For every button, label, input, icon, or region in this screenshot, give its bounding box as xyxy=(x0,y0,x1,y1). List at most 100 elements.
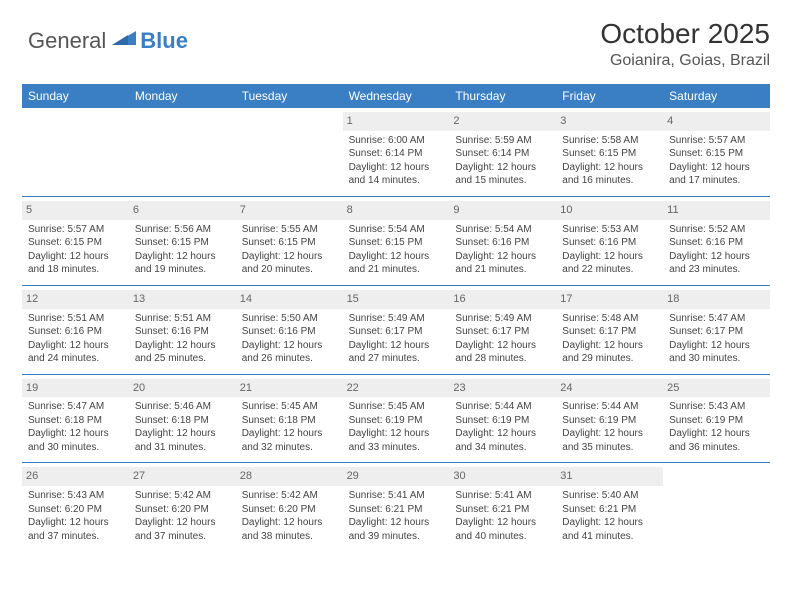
sunset-text: Sunset: 6:19 PM xyxy=(669,414,764,428)
day-number: 29 xyxy=(343,467,450,486)
sunset-text: Sunset: 6:17 PM xyxy=(455,325,550,339)
sunset-text: Sunset: 6:16 PM xyxy=(455,236,550,250)
sunrise-text: Sunrise: 5:41 AM xyxy=(455,489,550,503)
daylight-text: and 31 minutes. xyxy=(135,441,230,455)
sunset-text: Sunset: 6:16 PM xyxy=(562,236,657,250)
daylight-text: and 36 minutes. xyxy=(669,441,764,455)
calendar-day-cell: 10Sunrise: 5:53 AMSunset: 6:16 PMDayligh… xyxy=(556,197,663,285)
day-number: 12 xyxy=(22,290,129,309)
sunrise-text: Sunrise: 5:41 AM xyxy=(349,489,444,503)
daylight-text: and 22 minutes. xyxy=(562,263,657,277)
sunset-text: Sunset: 6:15 PM xyxy=(562,147,657,161)
sunrise-text: Sunrise: 5:57 AM xyxy=(669,134,764,148)
daylight-text: and 21 minutes. xyxy=(455,263,550,277)
sunset-text: Sunset: 6:20 PM xyxy=(242,503,337,517)
daylight-text: Daylight: 12 hours xyxy=(562,250,657,264)
day-number: 8 xyxy=(343,201,450,220)
sunset-text: Sunset: 6:15 PM xyxy=(28,236,123,250)
day-number: 5 xyxy=(22,201,129,220)
daylight-text: and 41 minutes. xyxy=(562,530,657,544)
month-title: October 2025 xyxy=(600,18,770,50)
day-number: 18 xyxy=(663,290,770,309)
daylight-text: and 18 minutes. xyxy=(28,263,123,277)
sunset-text: Sunset: 6:15 PM xyxy=(669,147,764,161)
daylight-text: Daylight: 12 hours xyxy=(349,161,444,175)
weekday-header: Saturday xyxy=(663,84,770,108)
daylight-text: and 21 minutes. xyxy=(349,263,444,277)
calendar-day-cell: 31Sunrise: 5:40 AMSunset: 6:21 PMDayligh… xyxy=(556,463,663,551)
sunrise-text: Sunrise: 5:47 AM xyxy=(28,400,123,414)
daylight-text: Daylight: 12 hours xyxy=(349,516,444,530)
sunrise-text: Sunrise: 5:48 AM xyxy=(562,312,657,326)
daylight-text: and 20 minutes. xyxy=(242,263,337,277)
daylight-text: and 27 minutes. xyxy=(349,352,444,366)
logo-text-blue: Blue xyxy=(140,28,188,54)
calendar-empty-cell xyxy=(663,463,770,551)
daylight-text: Daylight: 12 hours xyxy=(242,250,337,264)
sunrise-text: Sunrise: 5:56 AM xyxy=(135,223,230,237)
daylight-text: and 40 minutes. xyxy=(455,530,550,544)
daylight-text: Daylight: 12 hours xyxy=(669,250,764,264)
sunrise-text: Sunrise: 5:42 AM xyxy=(135,489,230,503)
daylight-text: Daylight: 12 hours xyxy=(669,427,764,441)
daylight-text: Daylight: 12 hours xyxy=(669,339,764,353)
daylight-text: Daylight: 12 hours xyxy=(28,516,123,530)
sunrise-text: Sunrise: 5:43 AM xyxy=(669,400,764,414)
day-number: 31 xyxy=(556,467,663,486)
day-number: 30 xyxy=(449,467,556,486)
calendar-header-row: SundayMondayTuesdayWednesdayThursdayFrid… xyxy=(22,84,770,108)
calendar-day-cell: 8Sunrise: 5:54 AMSunset: 6:15 PMDaylight… xyxy=(343,197,450,285)
calendar-day-cell: 25 Sunrise: 5:43 AMSunset: 6:19 PMDayligh… xyxy=(663,375,770,463)
sunrise-text: Sunrise: 5:54 AM xyxy=(455,223,550,237)
sunrise-text: Sunrise: 5:53 AM xyxy=(562,223,657,237)
daylight-text: and 23 minutes. xyxy=(669,263,764,277)
day-number: 25 xyxy=(663,379,770,398)
sunrise-text: Sunrise: 5:54 AM xyxy=(349,223,444,237)
calendar-day-cell: 3Sunrise: 5:58 AMSunset: 6:15 PMDaylight… xyxy=(556,108,663,196)
sunset-text: Sunset: 6:15 PM xyxy=(242,236,337,250)
logo: General Blue xyxy=(28,28,188,54)
calendar-day-cell: 20Sunrise: 5:46 AMSunset: 6:18 PMDayligh… xyxy=(129,375,236,463)
calendar-day-cell: 16Sunrise: 5:49 AMSunset: 6:17 PMDayligh… xyxy=(449,286,556,374)
calendar-day-cell: 14Sunrise: 5:50 AMSunset: 6:16 PMDayligh… xyxy=(236,286,343,374)
daylight-text: and 33 minutes. xyxy=(349,441,444,455)
sunrise-text: Sunrise: 5:49 AM xyxy=(455,312,550,326)
daylight-text: Daylight: 12 hours xyxy=(562,516,657,530)
daylight-text: and 34 minutes. xyxy=(455,441,550,455)
sunset-text: Sunset: 6:16 PM xyxy=(669,236,764,250)
sunset-text: Sunset: 6:16 PM xyxy=(135,325,230,339)
calendar-day-cell: 2Sunrise: 5:59 AMSunset: 6:14 PMDaylight… xyxy=(449,108,556,196)
sunrise-text: Sunrise: 5:59 AM xyxy=(455,134,550,148)
calendar-day-cell: 17Sunrise: 5:48 AMSunset: 6:17 PMDayligh… xyxy=(556,286,663,374)
daylight-text: and 26 minutes. xyxy=(242,352,337,366)
sunset-text: Sunset: 6:20 PM xyxy=(28,503,123,517)
calendar: SundayMondayTuesdayWednesdayThursdayFrid… xyxy=(22,84,770,551)
calendar-day-cell: 18Sunrise: 5:47 AMSunset: 6:17 PMDayligh… xyxy=(663,286,770,374)
calendar-empty-cell xyxy=(236,108,343,196)
calendar-week-row: 19Sunrise: 5:47 AMSunset: 6:18 PMDayligh… xyxy=(22,374,770,463)
calendar-empty-cell xyxy=(22,108,129,196)
calendar-day-cell: 11Sunrise: 5:52 AMSunset: 6:16 PMDayligh… xyxy=(663,197,770,285)
calendar-day-cell: 24Sunrise: 5:44 AMSunset: 6:19 PMDayligh… xyxy=(556,375,663,463)
day-number: 24 xyxy=(556,379,663,398)
daylight-text: and 32 minutes. xyxy=(242,441,337,455)
daylight-text: and 30 minutes. xyxy=(28,441,123,455)
day-number: 11 xyxy=(663,201,770,220)
day-number: 17 xyxy=(556,290,663,309)
day-number: 4 xyxy=(663,112,770,131)
daylight-text: Daylight: 12 hours xyxy=(242,516,337,530)
day-number: 1 xyxy=(343,112,450,131)
sunrise-text: Sunrise: 5:51 AM xyxy=(135,312,230,326)
day-number: 15 xyxy=(343,290,450,309)
calendar-day-cell: 26Sunrise: 5:43 AMSunset: 6:20 PMDayligh… xyxy=(22,463,129,551)
sunrise-text: Sunrise: 5:46 AM xyxy=(135,400,230,414)
sunset-text: Sunset: 6:19 PM xyxy=(455,414,550,428)
calendar-week-row: 1Sunrise: 6:00 AMSunset: 6:14 PMDaylight… xyxy=(22,108,770,196)
daylight-text: Daylight: 12 hours xyxy=(455,339,550,353)
day-number: 3 xyxy=(556,112,663,131)
day-number: 23 xyxy=(449,379,556,398)
sunrise-text: Sunrise: 5:55 AM xyxy=(242,223,337,237)
daylight-text: Daylight: 12 hours xyxy=(242,339,337,353)
daylight-text: and 37 minutes. xyxy=(135,530,230,544)
calendar-day-cell: 12Sunrise: 5:51 AMSunset: 6:16 PMDayligh… xyxy=(22,286,129,374)
